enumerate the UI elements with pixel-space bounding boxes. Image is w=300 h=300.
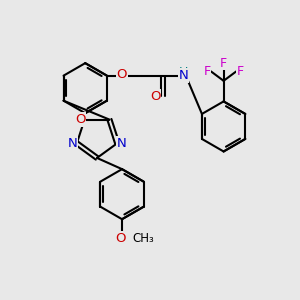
- Text: F: F: [236, 65, 244, 78]
- Text: F: F: [220, 57, 227, 70]
- Text: O: O: [116, 68, 127, 81]
- Text: O: O: [150, 90, 161, 103]
- Text: N: N: [178, 69, 188, 82]
- Text: F: F: [204, 65, 211, 78]
- Text: H: H: [179, 66, 188, 79]
- Text: CH₃: CH₃: [132, 232, 154, 245]
- Text: N: N: [68, 137, 77, 150]
- Text: O: O: [75, 113, 86, 126]
- Text: O: O: [115, 232, 126, 245]
- Text: N: N: [117, 137, 127, 150]
